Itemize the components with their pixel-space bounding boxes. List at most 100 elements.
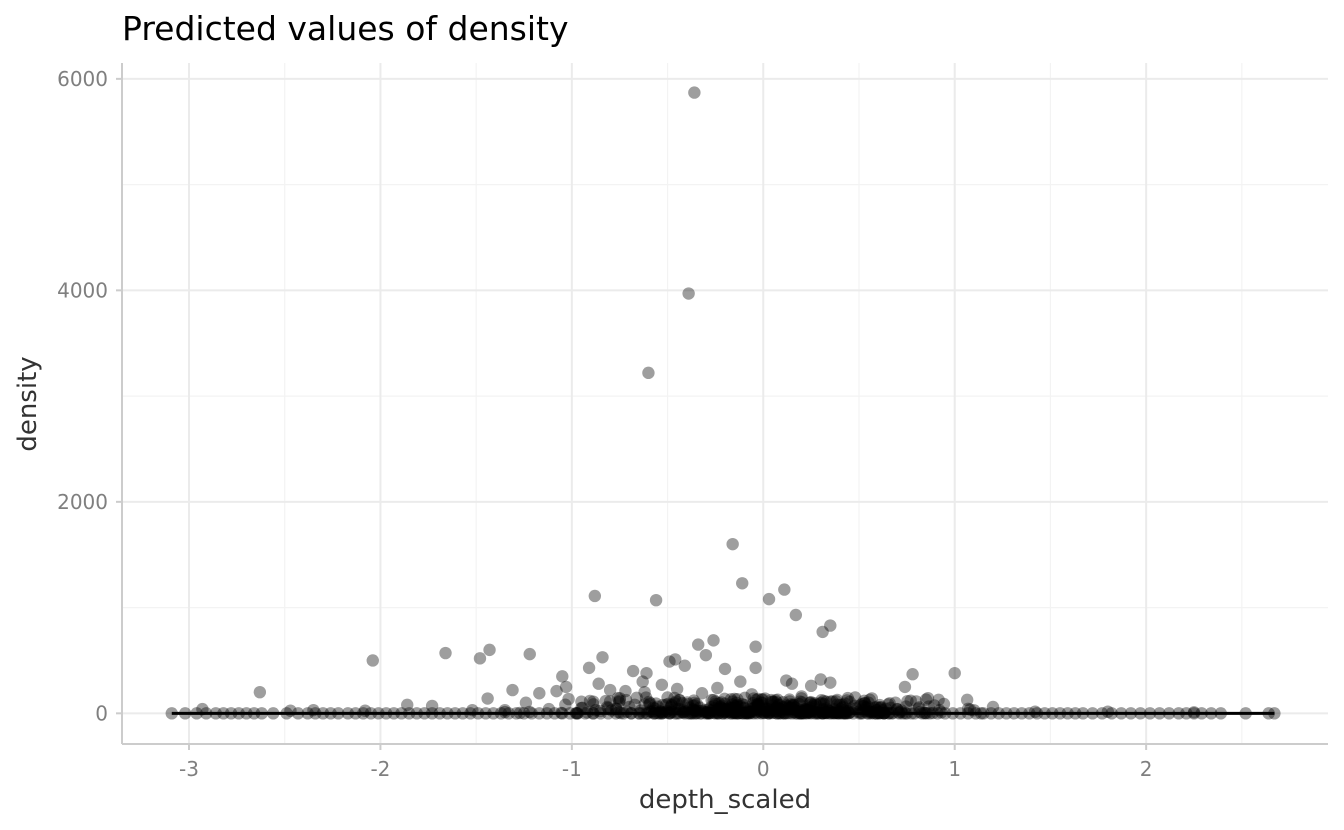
data-point [795, 690, 808, 703]
data-point [838, 697, 852, 710]
data-point [576, 701, 589, 714]
data-point [681, 696, 694, 709]
data-point [724, 693, 738, 706]
data-point [801, 705, 814, 719]
data-point [874, 701, 888, 714]
data-point [779, 699, 793, 712]
data-point [668, 691, 681, 705]
data-point [793, 695, 807, 708]
data-point [707, 693, 720, 707]
data-point [859, 701, 873, 714]
data-point [777, 696, 790, 709]
data-point [752, 698, 765, 711]
data-point [770, 696, 784, 709]
data-point [726, 701, 739, 715]
data-point [922, 700, 935, 713]
data-point [1268, 707, 1281, 720]
data-point [777, 700, 790, 714]
data-point [912, 702, 925, 715]
data-point [738, 698, 751, 712]
data-point [1028, 705, 1042, 718]
data-point [751, 697, 765, 711]
data-point [873, 698, 886, 712]
data-point [704, 700, 718, 714]
data-point [253, 685, 267, 699]
data-point [688, 696, 701, 709]
data-point [613, 694, 626, 707]
data-point [786, 699, 799, 712]
data-point [358, 704, 372, 717]
data-point [781, 700, 794, 713]
data-point [764, 702, 777, 715]
data-point [401, 698, 414, 712]
data-point [603, 683, 617, 697]
data-point [772, 698, 786, 711]
data-point [919, 693, 933, 706]
data-point [623, 700, 636, 714]
data-point [840, 694, 854, 707]
data-point [711, 681, 724, 695]
data-point [836, 700, 850, 714]
data-point [640, 666, 653, 680]
data-point [730, 696, 743, 709]
data-point [678, 659, 691, 672]
data-point [756, 693, 769, 706]
data-point [795, 692, 808, 705]
data-point [787, 698, 800, 711]
data-point [760, 702, 774, 715]
data-point [749, 640, 762, 653]
data-point [683, 701, 696, 714]
data-point [705, 693, 718, 707]
data-point [803, 696, 816, 710]
data-point [699, 648, 713, 662]
chart-title: Predicted values of density [122, 9, 569, 48]
data-point [708, 699, 721, 713]
data-point [879, 702, 893, 715]
data-point [673, 693, 686, 707]
data-point [830, 698, 844, 711]
data-point [986, 700, 1000, 714]
data-point [857, 694, 871, 708]
data-point [781, 701, 795, 715]
y-axis-title: density [13, 356, 43, 451]
data-point [636, 675, 649, 688]
data-point [857, 700, 870, 713]
data-point [647, 701, 660, 714]
data-point [854, 699, 867, 712]
data-point [857, 699, 871, 713]
data-point [737, 702, 750, 715]
data-point [575, 701, 588, 715]
data-point [751, 699, 765, 712]
data-point [619, 684, 632, 698]
data-point [686, 699, 700, 713]
data-point [883, 697, 896, 710]
data-point [638, 697, 651, 711]
data-point [815, 693, 828, 707]
data-point [723, 702, 736, 715]
data-point [788, 701, 802, 714]
data-point [483, 643, 496, 657]
data-point [439, 646, 452, 660]
data-point [587, 695, 600, 708]
data-point [817, 694, 830, 708]
data-point [921, 691, 935, 705]
data-point [789, 608, 803, 622]
data-point [755, 699, 769, 712]
data-point [611, 691, 625, 705]
data-point [655, 678, 669, 691]
data-point [787, 698, 800, 712]
data-point [762, 592, 776, 606]
x-tick-label: 2 [1140, 757, 1153, 781]
data-point [559, 698, 572, 711]
data-point [506, 683, 519, 697]
data-point [824, 676, 837, 689]
data-point [783, 693, 796, 706]
data-point [824, 695, 837, 708]
data-point [712, 697, 726, 710]
data-point [824, 619, 837, 632]
data-point [778, 583, 791, 596]
data-point [668, 697, 682, 710]
data-point [715, 696, 728, 709]
data-point [899, 700, 913, 713]
